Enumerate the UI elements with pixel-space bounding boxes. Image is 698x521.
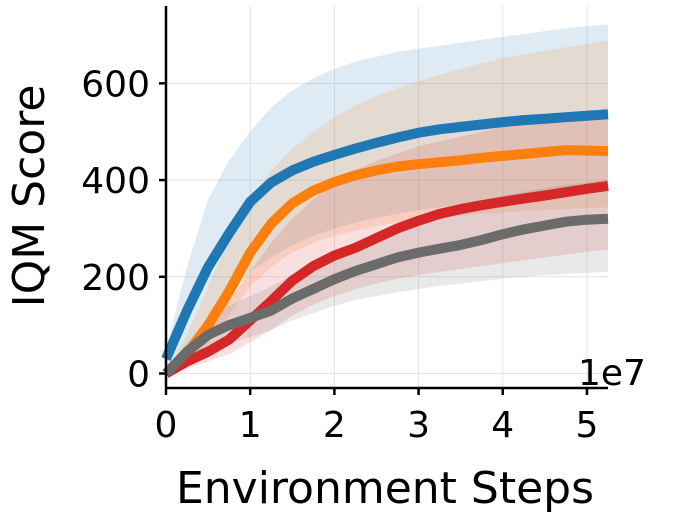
series-1-line <box>161 109 609 361</box>
series-lines <box>161 109 609 378</box>
y-tick-label: 200 <box>81 258 150 299</box>
x-tick-label: 2 <box>323 405 346 446</box>
axes <box>159 6 608 395</box>
x-tick-label: 4 <box>491 405 514 446</box>
y-axis-label: IQM Score <box>4 85 55 308</box>
series-2-line <box>162 145 609 378</box>
series-1-band <box>166 24 608 364</box>
tick-labels: 0 1 2 3 4 5 0 200 400 600 <box>81 64 598 446</box>
series-4-line <box>162 213 609 377</box>
x-tick-label: 3 <box>407 405 430 446</box>
series-3-line <box>163 180 609 378</box>
x-offset-text: 1e7 <box>578 353 646 394</box>
y-tick-label: 600 <box>81 64 150 105</box>
x-tick-label: 0 <box>155 405 178 446</box>
x-tick-label: 1 <box>239 405 262 446</box>
series-4-band <box>166 180 608 374</box>
y-tick-label: 0 <box>127 354 150 395</box>
x-axis-label: Environment Steps <box>176 463 594 514</box>
y-tick-label: 400 <box>81 161 150 202</box>
x-tick-label: 5 <box>575 405 598 446</box>
